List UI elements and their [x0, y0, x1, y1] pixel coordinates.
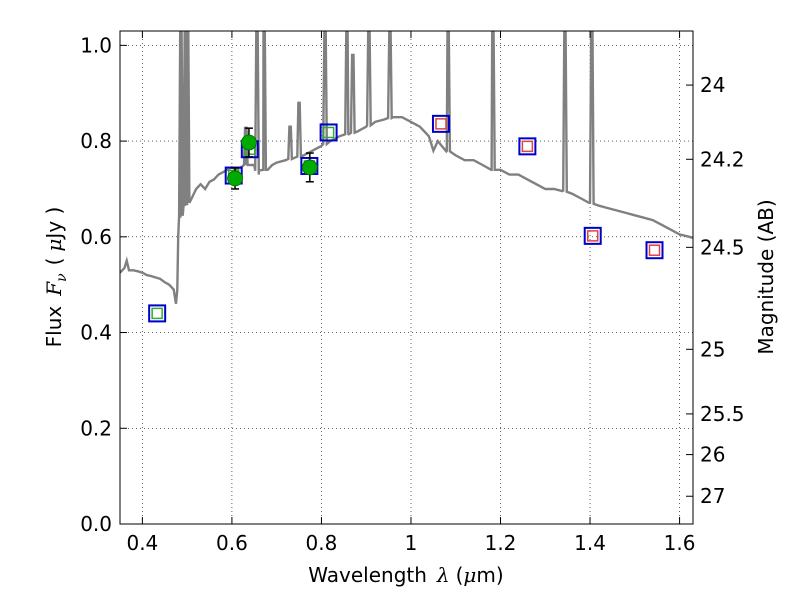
x-tick-label: 1.2 — [485, 531, 517, 555]
x-tick-label: 1.4 — [574, 531, 606, 555]
observed-point — [301, 159, 318, 176]
x-tick-labels: 0.4 0.6 0.8 1 1.2 1.4 1.6 — [126, 531, 695, 555]
y-tick-label: 0.0 — [80, 512, 112, 536]
y2-tick-label: 24.5 — [700, 235, 745, 259]
y-tick-labels: 0.0 0.2 0.4 0.6 0.8 1.0 — [80, 33, 112, 536]
y-tick-label: 0.8 — [80, 129, 112, 153]
y2-axis-label: Magnitude (AB) — [754, 199, 778, 354]
y2-tick-label: 27 — [700, 484, 725, 508]
photometry-square-inner — [586, 230, 599, 242]
photometry-square-inner — [322, 126, 335, 139]
x-tick-label: 0.4 — [126, 531, 158, 555]
observed-point — [241, 134, 257, 151]
photometry-square-inner — [521, 140, 534, 153]
x-tick-label: 0.8 — [306, 531, 338, 555]
x-tick-label: 1 — [405, 531, 418, 555]
photometry-square-outer — [518, 137, 537, 156]
sed-model-line — [120, 31, 693, 304]
y2-tick-labels: 24 24.2 24.5 25 25.5 26 27 — [700, 73, 745, 508]
x-tick-label: 0.6 — [216, 531, 248, 555]
photometry-square-inner — [648, 244, 661, 256]
photometry-square-inner — [151, 307, 163, 320]
plot-frame — [119, 30, 694, 525]
y2-tick-label: 25 — [700, 337, 725, 361]
y-axis-label: FluxFν(μJy ) — [42, 207, 70, 348]
y-tick-label: 0.2 — [80, 416, 112, 440]
y-tick-label: 1.0 — [80, 33, 112, 57]
sed-model-curve — [120, 31, 693, 304]
x-tick-label: 1.6 — [664, 531, 696, 555]
y2-tick-label: 24 — [700, 73, 725, 97]
photometry-squares — [148, 114, 664, 323]
y-tick-label: 0.4 — [80, 321, 112, 345]
x-axis-label: Wavelength λ (μm) — [308, 563, 503, 587]
photometry-square-outer — [431, 114, 450, 133]
photometry-square-outer — [148, 304, 167, 323]
photometry-square-inner — [435, 118, 447, 130]
y2-tick-label: 26 — [700, 443, 725, 467]
photometry-square-outer — [583, 226, 602, 245]
observed-point — [227, 170, 243, 187]
y2-tick-label: 24.2 — [700, 147, 745, 171]
axis-ticks — [120, 31, 693, 525]
photometry-square-outer — [319, 123, 338, 142]
photometry-square-outer — [645, 241, 664, 260]
grid-lines — [120, 31, 693, 525]
y-tick-label: 0.6 — [80, 225, 112, 249]
observed-points — [227, 127, 318, 190]
y2-tick-label: 25.5 — [700, 402, 745, 426]
